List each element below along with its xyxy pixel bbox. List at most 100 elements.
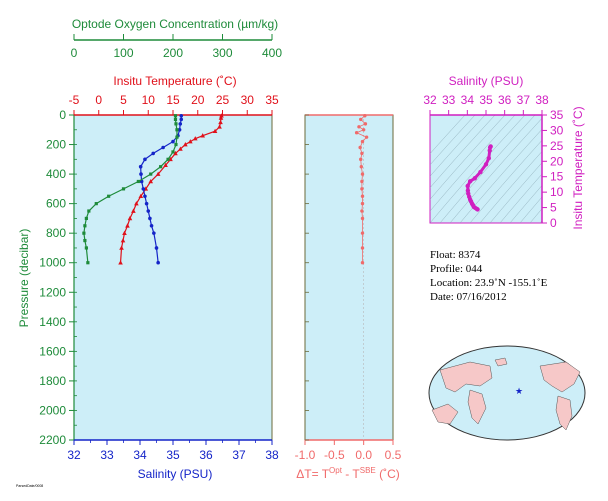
temperature-tick-label: 10	[142, 93, 156, 107]
ts-y-tick-label: 0	[550, 216, 557, 230]
oxygen-point	[83, 238, 87, 243]
temperature-point	[218, 115, 224, 120]
density-contour	[430, 115, 496, 189]
density-contour	[519, 196, 542, 223]
pressure-axis-label: Pressure (decibar)	[17, 229, 31, 328]
pressure-tick-label: 1800	[39, 374, 66, 388]
ts-y-tick-label: 10	[550, 185, 564, 199]
delta-point	[357, 125, 361, 129]
temperature-point	[148, 178, 154, 184]
ts-x-tick-label: 38	[535, 93, 549, 107]
delta-point	[360, 201, 365, 206]
ts-point	[472, 176, 477, 181]
delta-point	[359, 157, 363, 162]
temperature-point	[212, 128, 218, 134]
delta-point	[361, 128, 366, 132]
temperature-axis-label: Insitu Temperature (˚C)	[113, 74, 236, 88]
ts-y-tick-label: 35	[550, 108, 564, 122]
delta-plot-area	[304, 114, 394, 441]
temperature-tick-label: 0	[95, 93, 102, 107]
temperature-tick-label: 30	[241, 93, 255, 107]
ts-x-tick-label: 34	[461, 93, 475, 107]
salinity-axis-label: Salinity (PSU)	[138, 467, 213, 481]
delta-point	[360, 139, 365, 144]
ts-plot-area	[429, 114, 543, 224]
oxygen-tick-label: 100	[113, 46, 133, 60]
oxygen-point	[107, 194, 111, 198]
density-contours	[430, 115, 542, 223]
ts-point	[488, 144, 493, 149]
temperature-point	[125, 223, 130, 228]
salinity-tick-label: 36	[199, 448, 213, 462]
delta-point	[359, 117, 363, 122]
profile-number: Profile: 044	[430, 263, 483, 275]
salinity-point	[156, 260, 160, 265]
salinity-point	[149, 223, 154, 228]
oxygen-tick-label: 400	[262, 46, 282, 60]
pressure-tick-label: 0	[59, 108, 66, 122]
salinity-point	[171, 139, 175, 144]
salinity-point	[154, 246, 159, 250]
oxygen-point	[174, 122, 178, 126]
density-contour	[430, 115, 476, 166]
oxygen-point	[166, 157, 170, 161]
density-contour	[430, 115, 466, 155]
pressure-tick-label: 600	[46, 197, 66, 211]
pressure-tick-label: 200	[46, 138, 66, 152]
temperature-axis: -5 0 5 10 15 20 25 30 35	[69, 93, 279, 116]
float-id: Float: 8374	[430, 249, 481, 261]
ts-x-tick-label: 33	[442, 93, 456, 107]
salinity-point	[144, 201, 149, 206]
map-land	[431, 357, 581, 431]
delta-point	[360, 231, 365, 235]
float-location-marker: ★	[515, 387, 523, 397]
delta-line	[355, 115, 368, 263]
ts-point	[483, 162, 489, 167]
ts-y-tick-label: 30	[550, 123, 564, 137]
delta-axis: -1.0 -0.5 0.0 0.5	[295, 114, 402, 462]
oxygen-point	[84, 216, 88, 221]
temperature-tick-label: -5	[69, 93, 80, 107]
oxygen-tick-label: 300	[212, 46, 232, 60]
density-contour	[430, 115, 516, 212]
delta-point	[363, 114, 367, 118]
oxygen-point	[149, 172, 153, 176]
salinity-point	[152, 231, 156, 235]
pressure-tick-label: 1600	[39, 344, 66, 358]
oxygen-point	[86, 261, 90, 265]
profile-series	[82, 113, 224, 265]
ts-y-tick-label: 25	[550, 139, 564, 153]
temperature-point	[173, 150, 178, 156]
delta-point	[360, 187, 364, 191]
ts-point	[465, 183, 470, 189]
oxygen-point	[94, 202, 98, 206]
density-contour	[469, 139, 542, 223]
pressure-tick-label: 2200	[39, 433, 66, 447]
salinity-tick-label: 32	[67, 448, 81, 462]
temperature-tick-label: 5	[120, 93, 127, 107]
ts-salinity-label: Salinity (PSU)	[449, 74, 524, 88]
profile-plot-area	[73, 114, 273, 441]
oxygen-point	[174, 142, 178, 147]
ts-point	[467, 179, 473, 184]
ts-y-tick-label: 15	[550, 170, 564, 184]
temperature-point	[127, 215, 133, 221]
density-contour	[489, 162, 542, 223]
pressure-tick-label: 1400	[39, 315, 66, 329]
temperature-point	[138, 193, 144, 199]
delta-point	[360, 209, 364, 213]
date: Date: 07/16/2012	[430, 291, 507, 303]
oxygen-point	[171, 150, 175, 154]
ts-x-tick-label: 36	[498, 93, 512, 107]
temperature-point	[192, 136, 198, 141]
pressure-axis: 0 200 400 600 800 1000 1200 1400 1600 1800 2000 220…	[39, 108, 77, 447]
ts-point	[486, 156, 491, 161]
delta-point	[359, 165, 364, 169]
ts-x-tick-label: 37	[517, 93, 531, 107]
salinity-point	[179, 113, 184, 118]
ts-series	[465, 144, 493, 212]
delta-tick-label: -0.5	[324, 448, 345, 462]
delta-point	[363, 122, 368, 126]
delta-point	[358, 145, 362, 150]
